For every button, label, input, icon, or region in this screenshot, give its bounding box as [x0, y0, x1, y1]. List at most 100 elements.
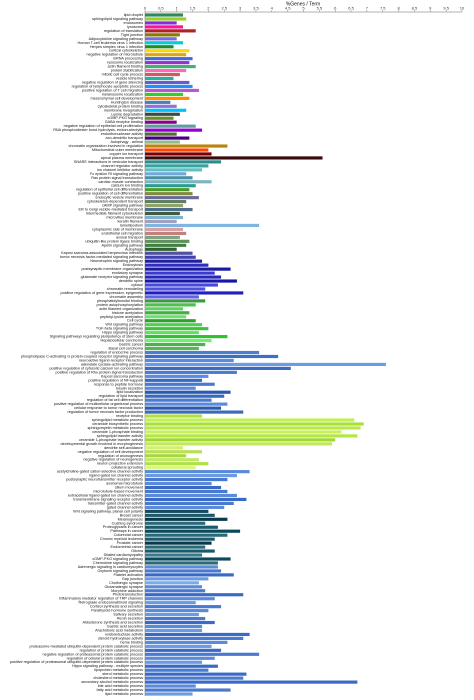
bar [145, 358, 234, 363]
bar [145, 200, 187, 204]
bar [145, 438, 336, 442]
bar [145, 227, 184, 232]
bar [145, 283, 218, 287]
bar [145, 124, 196, 128]
bar [145, 628, 203, 633]
category-label: Signaling pathways regulating pluripoten… [50, 335, 143, 339]
category-label: actin filament organization [99, 307, 143, 311]
category-label: Neurotrophin signaling pathway [90, 259, 143, 263]
x-tick-label: 0.5 [158, 6, 164, 11]
bar [145, 406, 222, 410]
bar [145, 477, 228, 482]
bar [145, 72, 180, 77]
x-tick-label: 5.5 [317, 6, 323, 11]
category-label: Glutamatergic synapse [104, 585, 143, 589]
bar [145, 505, 225, 509]
category-label: ceramide 1-phosphate transfer activity [79, 438, 143, 442]
bar [145, 382, 215, 386]
category-label: Retrograde endocannabinoid signaling [79, 601, 143, 605]
bar [145, 609, 209, 613]
bar [145, 41, 184, 45]
category-label: regulation of translation [104, 29, 143, 33]
bar [145, 442, 333, 446]
category-label: Human T-cell leukemia virus 1 infection [78, 41, 143, 45]
bar [145, 164, 209, 168]
category-label: Tight junction [121, 33, 143, 37]
bar [145, 184, 196, 188]
x-tick-label: 3.5 [253, 6, 259, 11]
category-label: transmitter-gated channel activity [88, 501, 143, 505]
bar [145, 57, 193, 61]
bar [145, 342, 206, 347]
category-label: Adrenergic signaling in cardiomyocytes [78, 565, 143, 569]
bar [145, 259, 203, 263]
bar [145, 557, 231, 561]
category-label: steroid hydroxylase activity [98, 636, 143, 640]
category-label: peptidyl-lysine acetylation [100, 315, 143, 319]
bar [145, 620, 215, 625]
bar [145, 267, 231, 271]
bar [145, 211, 180, 216]
category-label: GABA receptor binding [105, 120, 143, 124]
category-label: sphingolipid transfer activity [97, 434, 143, 438]
category-label: phospholipase C-activating G protein-cou… [21, 354, 143, 358]
bar [145, 597, 215, 601]
bar [145, 577, 209, 581]
bar [145, 569, 222, 573]
category-label: cardiac muscle contraction [98, 180, 143, 184]
category-label: Salivary secretion [113, 613, 143, 617]
category-label: Aldosterone synthesis and secretion [83, 621, 144, 625]
category-label: ion channel inhibitor activity [97, 168, 143, 172]
bar [145, 644, 212, 648]
bar [145, 362, 386, 367]
bar [145, 311, 190, 315]
category-label: ligand-gated ion channel activity [89, 474, 143, 478]
category-label: lipoprotein metabolic process [94, 668, 143, 672]
bar [145, 354, 279, 359]
category-label: cAMP signaling pathway [102, 204, 143, 208]
category-label: developmental growth involved in morphog… [61, 442, 144, 446]
bar [145, 68, 187, 73]
x-tick-label: 1.5 [190, 6, 196, 11]
x-tick-label: 9 [429, 6, 432, 11]
bar [145, 231, 187, 235]
bar [145, 76, 174, 81]
bar [145, 307, 184, 311]
category-label: negative regulation of neurogenesis [83, 458, 143, 462]
category-label: positive regulation of cell differentiat… [78, 192, 143, 196]
bar [145, 640, 228, 644]
x-tick-label: 8.5 [412, 6, 418, 11]
bar [145, 136, 190, 140]
bar [145, 128, 203, 132]
bar [145, 172, 187, 176]
category-label: positive regulation of NF-kappaB [88, 378, 143, 382]
category-label: ceramide biosynthetic process [92, 422, 143, 426]
bar [145, 116, 174, 120]
category-label: lysosome localization [107, 61, 143, 65]
category-label: mitotic cell cycle process [102, 73, 144, 77]
x-tick-label: 1 [176, 6, 179, 11]
category-label: phosphatidylinositol binding [97, 299, 143, 303]
bar [145, 414, 203, 418]
bar [145, 156, 323, 160]
bar [145, 573, 234, 577]
bar [145, 104, 177, 108]
bar [145, 517, 228, 521]
x-tick-label: 7.5 [380, 6, 386, 11]
bar [145, 366, 291, 370]
bar [145, 497, 247, 502]
bar [145, 243, 187, 247]
category-label: Adipocytokine signaling pathway [89, 37, 144, 41]
category-label: heme binding [120, 640, 143, 644]
category-label: positive regulation of T cell migration [82, 88, 143, 92]
x-tick-label: 4.5 [285, 6, 291, 11]
bar [145, 49, 190, 53]
category-label: Intermediate filament cytoskeleton [86, 212, 143, 216]
category-label: ER to Golgi vesicle-mediated transport [79, 208, 144, 212]
category-label: Wnt signaling pathway [105, 323, 143, 327]
bar [145, 168, 203, 172]
bar [145, 684, 196, 688]
category-label: keratin filament [117, 219, 143, 223]
bar [145, 664, 218, 668]
category-label: lysosome [127, 25, 143, 29]
